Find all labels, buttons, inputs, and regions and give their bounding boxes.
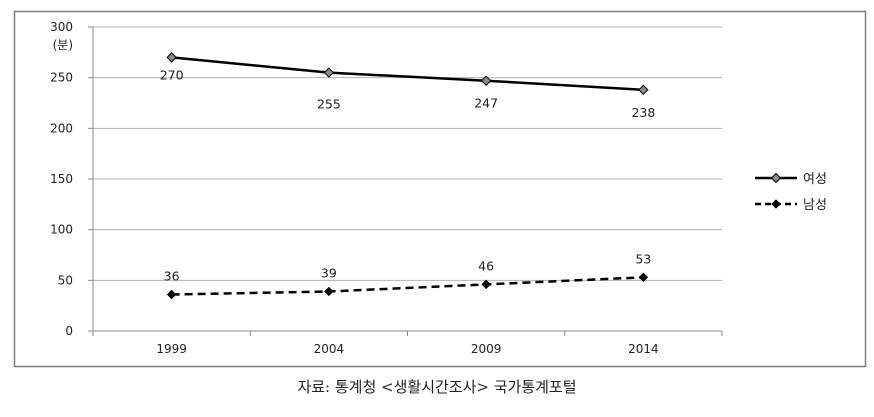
- legend-label: 남성: [803, 198, 827, 213]
- data-label: 270: [160, 67, 184, 82]
- chart-frame: [13, 10, 867, 368]
- data-point: [638, 272, 649, 283]
- data-point: [638, 84, 649, 96]
- data-label: 247: [474, 96, 498, 111]
- y-tick-label: 50: [58, 273, 73, 287]
- y-unit-label: (분): [53, 38, 73, 52]
- y-tick-label: 0: [65, 324, 73, 338]
- data-label: 39: [321, 265, 337, 280]
- y-tick-label: 100: [50, 223, 73, 237]
- source-caption: 자료: 통계청 <생활시간조사> 국가통계포털: [297, 378, 577, 396]
- y-tick-label: 200: [50, 121, 73, 135]
- legend-entry: 남성: [755, 198, 827, 213]
- series-male: 36 39 46 53: [164, 251, 651, 300]
- legend-marker: [771, 199, 781, 209]
- legend-entry: 여성: [755, 172, 827, 187]
- data-label: 46: [478, 258, 494, 273]
- y-tick-label: 300: [50, 20, 73, 34]
- data-point: [480, 75, 492, 86]
- legend-marker: [770, 172, 782, 184]
- x-tick-label: 2004: [314, 342, 345, 356]
- data-label: 238: [631, 105, 655, 120]
- legend-label: 여성: [803, 172, 827, 187]
- series-line: [171, 276, 644, 296]
- series-line: [171, 56, 644, 92]
- data-label: 255: [317, 97, 341, 112]
- x-tick-label: 2009: [471, 342, 502, 356]
- series-female: 270 255 247 238: [160, 52, 655, 120]
- data-point: [166, 52, 177, 63]
- x-tick-label: 1999: [156, 342, 187, 356]
- data-point: [166, 289, 177, 300]
- data-label: 53: [635, 251, 651, 266]
- y-tick-label: 150: [50, 172, 73, 186]
- data-point: [481, 279, 491, 290]
- data-label: 36: [164, 269, 180, 284]
- data-point: [324, 286, 334, 297]
- y-tick-label: 250: [50, 71, 73, 85]
- x-tick-label: 2014: [628, 342, 659, 356]
- line-chart: 0 50 100 150 200 250 300 (분) 1999 2004 2009 2014 27…: [13, 10, 867, 368]
- data-point: [323, 67, 335, 78]
